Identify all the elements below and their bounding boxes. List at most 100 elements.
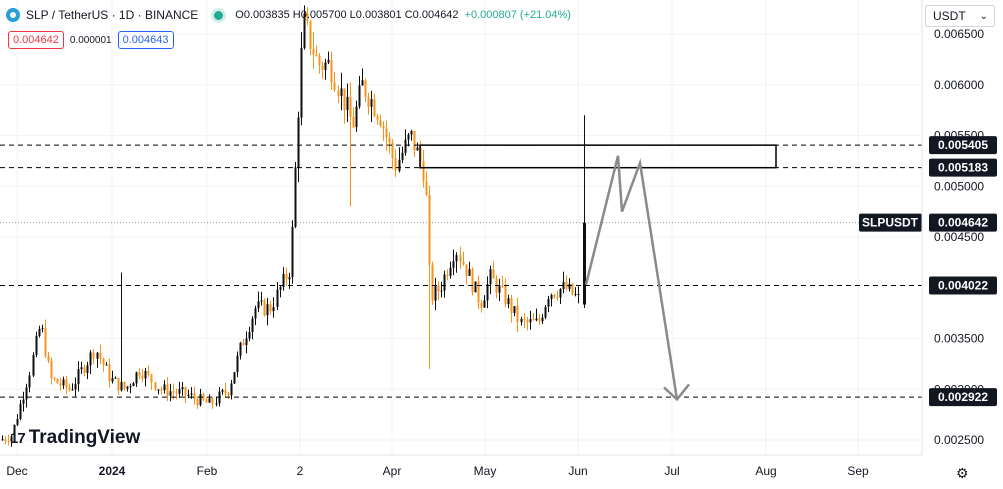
candle-body	[233, 372, 236, 384]
candle-body	[364, 80, 367, 97]
sell-button[interactable]: 0.004642	[8, 31, 64, 49]
candle-body	[132, 383, 135, 387]
candle-body	[385, 128, 388, 138]
candle-body	[297, 117, 300, 168]
candle-body	[13, 424, 16, 437]
candle-body	[321, 65, 324, 70]
resistance-zone-box	[419, 144, 777, 169]
level-label-bg	[929, 136, 997, 155]
candle-body	[486, 284, 489, 301]
last-price-label: 0.004642	[938, 216, 988, 230]
candle-body	[50, 360, 53, 379]
candle-body	[224, 390, 227, 394]
candle-body	[355, 106, 358, 128]
candle-body	[471, 269, 474, 293]
candle-body	[35, 335, 38, 355]
currency-selector[interactable]: USDT ⌄	[925, 5, 995, 27]
candle-body	[41, 328, 44, 330]
candle-body	[443, 274, 446, 291]
tv-logo-icon: 17	[10, 429, 26, 447]
candle-body	[279, 287, 282, 290]
level-label-bg	[929, 276, 997, 295]
x-tick-label: Aug	[755, 464, 776, 478]
candle-body	[333, 82, 336, 91]
x-tick-label: Jul	[664, 464, 679, 478]
candle-body	[221, 390, 224, 392]
candle-body	[574, 294, 577, 296]
candle-body	[114, 377, 117, 379]
level-label-bg	[929, 388, 997, 407]
brand-name: TradingView	[28, 427, 141, 448]
chevron-down-icon: ⌄	[979, 10, 988, 22]
candle-body	[535, 318, 538, 321]
candle-body	[123, 381, 126, 389]
candle-body	[68, 387, 71, 390]
candle-body	[202, 394, 205, 400]
candle-body	[370, 99, 373, 107]
candle-body	[257, 301, 260, 309]
candle-body	[571, 283, 574, 295]
candle-body	[230, 383, 233, 396]
candle-body	[44, 328, 47, 357]
candle-body	[483, 300, 486, 308]
last-price-label-bg	[929, 213, 997, 232]
candle-body	[92, 352, 95, 359]
candle-body	[468, 269, 471, 276]
price-change: +0.000807 (+21.04%)	[464, 9, 571, 21]
candle-body	[477, 281, 480, 303]
candle-body	[276, 289, 279, 308]
candle-body	[74, 384, 77, 390]
candle-body	[455, 255, 458, 262]
candle-body	[242, 342, 245, 346]
candle-body	[227, 393, 230, 396]
settings-gear-icon[interactable]: ⚙	[956, 465, 969, 481]
candle-body	[77, 369, 80, 385]
candle-body	[83, 367, 86, 373]
candle-body	[105, 364, 108, 366]
candle-body	[367, 96, 370, 107]
candle-body	[565, 282, 568, 289]
tradingview-logo: 17 TradingView	[10, 427, 140, 449]
candle-body	[373, 99, 376, 117]
candle-body	[147, 370, 150, 375]
candle-body	[193, 393, 196, 399]
level-label: 0.002922	[938, 390, 988, 404]
candle-body	[263, 300, 266, 316]
candle-body	[404, 139, 407, 153]
candle-body	[504, 285, 507, 305]
candle-body	[294, 167, 297, 227]
candle-body	[172, 391, 175, 393]
candle-body	[25, 387, 28, 400]
x-tick-label: Apr	[383, 464, 402, 478]
candle-body	[312, 48, 315, 55]
candle-body	[199, 394, 202, 406]
candle-body	[1, 439, 4, 441]
candle-body	[272, 307, 275, 312]
candle-body	[315, 54, 318, 56]
candle-body	[413, 130, 416, 151]
candle-body	[22, 399, 25, 404]
candle-body	[16, 418, 19, 425]
candle-body	[269, 304, 272, 312]
level-label: 0.005183	[938, 161, 988, 175]
candle-body	[239, 342, 242, 356]
candle-body	[492, 269, 495, 279]
buy-button[interactable]: 0.004643	[117, 31, 174, 49]
candle-body	[407, 134, 410, 140]
candle-body	[28, 375, 31, 388]
candle-body	[300, 48, 303, 118]
symbol-title[interactable]: SLP / TetherUS · 1D · BINANCE	[26, 8, 199, 22]
candle-body	[141, 375, 144, 379]
candle-body	[135, 372, 138, 384]
candle-body	[190, 393, 193, 395]
candle-body	[117, 377, 120, 391]
candle-body	[288, 277, 291, 280]
candle-body	[349, 96, 352, 117]
candle-body	[452, 261, 455, 268]
candle-body	[245, 338, 248, 346]
candle-body	[410, 130, 413, 135]
y-tick-label: 0.004500	[934, 230, 984, 244]
candle-body	[391, 142, 394, 159]
candle-body	[346, 96, 349, 111]
